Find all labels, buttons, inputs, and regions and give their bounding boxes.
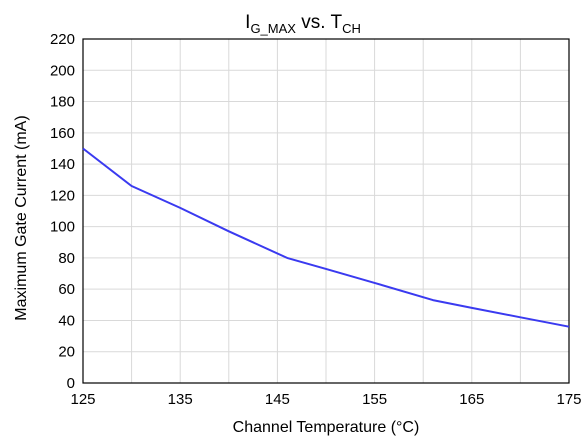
series-line [82,147,570,328]
y-tick-label: 180 [50,94,75,111]
chart-title: IG_MAX vs. TCH [245,12,361,36]
x-tick-label: 145 [265,391,290,408]
title-mid: vs. T [296,12,342,33]
y-tick-label: 0 [67,375,75,392]
series-layer [82,147,570,328]
grid [82,38,570,384]
y-tick-label: 40 [58,312,75,329]
title-mid-sub: CH [342,21,361,36]
y-tick-label: 100 [50,219,75,236]
y-tick-label: 80 [58,250,75,267]
y-tick-label: 20 [58,344,75,361]
plot-frame [82,38,570,384]
y-tick-label: 140 [50,156,75,173]
y-tick-label: 220 [50,31,75,48]
x-axis-title: Channel Temperature (°C) [233,419,420,436]
y-tick-label: 60 [58,281,75,298]
y-axis-title: Maximum Gate Current (mA) [13,115,30,320]
y-tick-label: 120 [50,187,75,204]
x-tick-label: 175 [556,391,581,408]
title-main: I [245,12,250,33]
x-tick-label: 165 [459,391,484,408]
x-tick-label: 135 [168,391,193,408]
x-tick-label: 125 [70,391,95,408]
tick-labels: 0 20 40 60 80 100 120 140 160 180 200 220 125 135 145 1… [50,31,582,408]
x-tick-label: 155 [362,391,387,408]
y-tick-label: 200 [50,62,75,79]
y-tick-label: 160 [50,125,75,142]
title-main-sub: G_MAX [250,21,296,36]
